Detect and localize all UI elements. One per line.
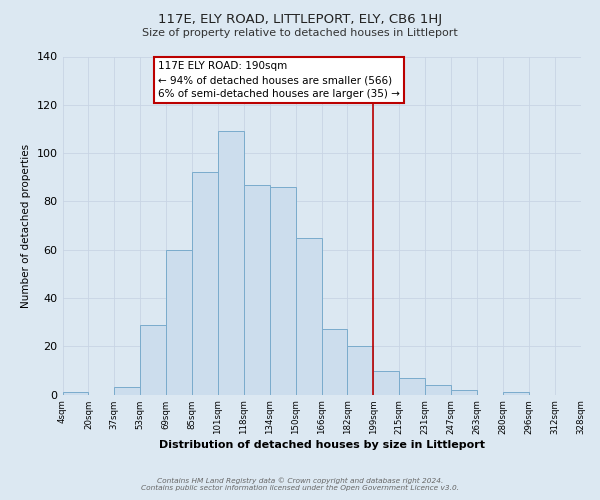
Bar <box>218 132 244 394</box>
Text: Contains HM Land Registry data © Crown copyright and database right 2024.
Contai: Contains HM Land Registry data © Crown c… <box>141 477 459 491</box>
Bar <box>451 390 477 394</box>
Bar <box>373 370 399 394</box>
Bar <box>62 392 88 394</box>
Y-axis label: Number of detached properties: Number of detached properties <box>21 144 31 308</box>
Bar <box>270 187 296 394</box>
Bar <box>192 172 218 394</box>
Bar <box>399 378 425 394</box>
Bar <box>166 250 192 394</box>
Bar <box>140 324 166 394</box>
Bar <box>244 184 270 394</box>
Bar <box>347 346 373 395</box>
Bar <box>115 388 140 394</box>
Bar <box>296 238 322 394</box>
Text: 117E ELY ROAD: 190sqm
← 94% of detached houses are smaller (566)
6% of semi-deta: 117E ELY ROAD: 190sqm ← 94% of detached … <box>158 62 400 100</box>
Text: Size of property relative to detached houses in Littleport: Size of property relative to detached ho… <box>142 28 458 38</box>
X-axis label: Distribution of detached houses by size in Littleport: Distribution of detached houses by size … <box>158 440 485 450</box>
Bar <box>503 392 529 394</box>
Text: 117E, ELY ROAD, LITTLEPORT, ELY, CB6 1HJ: 117E, ELY ROAD, LITTLEPORT, ELY, CB6 1HJ <box>158 12 442 26</box>
Bar <box>425 385 451 394</box>
Bar <box>322 330 347 394</box>
